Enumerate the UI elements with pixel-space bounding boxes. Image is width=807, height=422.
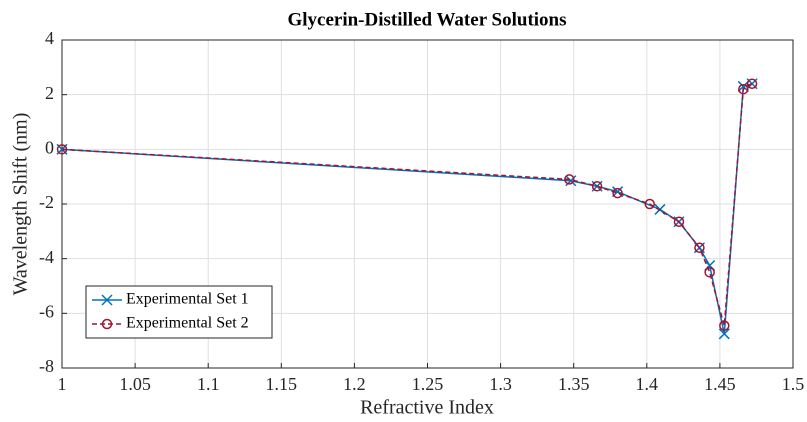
x-tick-label: 1 bbox=[58, 374, 67, 394]
plot-frame bbox=[61, 39, 794, 369]
x-tick-label: 1.15 bbox=[266, 374, 298, 394]
y-tick-label: 2 bbox=[45, 83, 54, 103]
x-tick-label: 1.3 bbox=[489, 374, 512, 394]
x-tick-label: 1.2 bbox=[343, 374, 366, 394]
data-point bbox=[746, 78, 758, 89]
y-tick-label: 0 bbox=[45, 137, 54, 157]
data-point bbox=[738, 83, 749, 95]
legend-label: Experimental Set 2 bbox=[126, 315, 249, 332]
x-tick-label: 1.4 bbox=[636, 374, 659, 394]
y-tick-label: -6 bbox=[39, 301, 54, 321]
data-point bbox=[564, 174, 575, 185]
x-tick-label: 1.05 bbox=[119, 374, 151, 394]
data-point bbox=[644, 198, 655, 210]
data-point bbox=[612, 187, 623, 199]
x-tick-label: 1.5 bbox=[782, 374, 805, 394]
x-axis-label: Refractive Index bbox=[360, 397, 494, 419]
data-point bbox=[694, 242, 705, 253]
y-tick-label: -2 bbox=[39, 192, 54, 212]
legend-marker bbox=[101, 318, 113, 330]
data-point bbox=[612, 186, 624, 198]
chart-title: Glycerin-Distilled Water Solutions bbox=[287, 9, 566, 30]
legend-label: Experimental Set 1 bbox=[126, 291, 249, 308]
data-point bbox=[718, 328, 730, 340]
y-tick-label: 4 bbox=[45, 28, 54, 48]
y-axis-label: Wavelength Shift (nm) bbox=[10, 113, 32, 296]
x-tick-label: 1.45 bbox=[704, 374, 736, 394]
x-tick-label: 1.25 bbox=[412, 374, 444, 394]
series-line bbox=[61, 83, 753, 326]
data-point bbox=[704, 267, 715, 278]
data-point bbox=[56, 144, 68, 155]
y-tick-label: -4 bbox=[39, 247, 54, 267]
legend-box bbox=[85, 285, 273, 339]
data-point bbox=[673, 216, 685, 228]
data-point bbox=[591, 180, 603, 192]
data-point bbox=[737, 80, 749, 92]
y-tick-label: -8 bbox=[39, 356, 54, 376]
legend-marker bbox=[101, 294, 113, 306]
x-tick-label: 1.1 bbox=[197, 374, 220, 394]
x-tick-label: 1.35 bbox=[558, 374, 590, 394]
data-point bbox=[719, 320, 730, 331]
